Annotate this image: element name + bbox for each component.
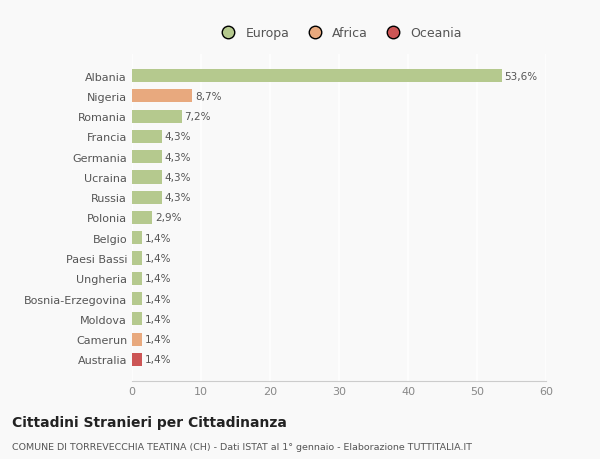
Text: 2,9%: 2,9% [155,213,181,223]
Text: 1,4%: 1,4% [145,314,171,324]
Text: 4,3%: 4,3% [164,132,191,142]
Text: 53,6%: 53,6% [505,72,538,81]
Text: 4,3%: 4,3% [164,152,191,162]
Text: 4,3%: 4,3% [164,173,191,183]
Bar [132,353,142,366]
Text: 1,4%: 1,4% [145,253,171,263]
Text: 8,7%: 8,7% [195,92,221,102]
Bar [132,333,142,346]
Text: 4,3%: 4,3% [164,193,191,203]
Bar [132,90,192,103]
Bar [132,110,182,123]
Bar [132,313,142,326]
Text: 1,4%: 1,4% [145,274,171,284]
Bar [132,70,502,83]
Bar [132,191,161,204]
Text: 7,2%: 7,2% [184,112,211,122]
Text: Cittadini Stranieri per Cittadinanza: Cittadini Stranieri per Cittadinanza [12,415,287,429]
Text: 1,4%: 1,4% [145,334,171,344]
Bar [132,171,161,184]
Text: 1,4%: 1,4% [145,294,171,304]
Text: 1,4%: 1,4% [145,233,171,243]
Bar [132,232,142,245]
Text: COMUNE DI TORREVECCHIA TEATINA (CH) - Dati ISTAT al 1° gennaio - Elaborazione TU: COMUNE DI TORREVECCHIA TEATINA (CH) - Da… [12,442,472,451]
Bar [132,292,142,306]
Bar [132,272,142,285]
Text: 1,4%: 1,4% [145,355,171,364]
Bar [132,151,161,164]
Bar [132,252,142,265]
Bar [132,212,152,224]
Bar [132,130,161,144]
Legend: Europa, Africa, Oceania: Europa, Africa, Oceania [211,22,467,45]
